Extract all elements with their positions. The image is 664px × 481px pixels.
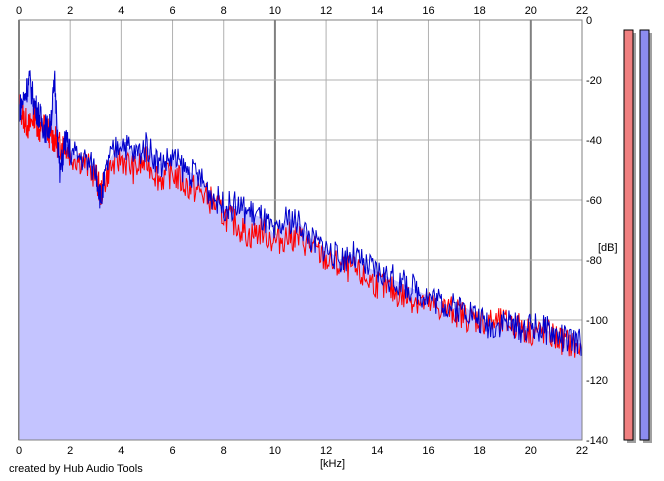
x-tick-label-bottom: 18	[474, 445, 486, 457]
x-tick-label-bottom: 2	[67, 445, 73, 457]
x-tick-label-bottom: 20	[525, 445, 537, 457]
spectrum-fill	[19, 80, 582, 440]
plot-frame	[18, 19, 583, 441]
spectrum-series	[18, 70, 583, 358]
x-tick-label-bottom: 4	[118, 445, 124, 457]
x-tick-label-bottom: 8	[221, 445, 227, 457]
x-tick-label-top: 6	[169, 5, 175, 17]
x-tick-label-bottom: 14	[371, 445, 383, 457]
y-tick-label: -100	[586, 315, 608, 327]
x-tick-label-top: 2	[67, 5, 73, 17]
level-meters	[623, 29, 652, 443]
x-tick-label-top: 20	[525, 5, 537, 17]
axis-ticks: 002244668810101212141416161818202022220-…	[16, 5, 608, 457]
x-tick-label-bottom: 10	[269, 445, 281, 457]
x-tick-label-top: 10	[269, 5, 281, 17]
credit-text: created by Hub Audio Tools	[9, 463, 143, 475]
x-tick-label-top: 12	[320, 5, 332, 17]
y-tick-label: -120	[586, 375, 608, 387]
y-tick-label: -140	[586, 435, 608, 447]
x-tick-label-top: 0	[16, 5, 22, 17]
series-right-channel	[18, 70, 583, 356]
x-tick-label-top: 18	[474, 5, 486, 17]
spectrum-fill-area	[19, 80, 582, 440]
x-tick-label-bottom: 12	[320, 445, 332, 457]
x-tick-label-bottom: 22	[576, 445, 588, 457]
x-tick-label-top: 4	[118, 5, 124, 17]
y-tick-label: -20	[586, 75, 602, 87]
x-axis-label: [kHz]	[320, 458, 345, 470]
x-tick-label-bottom: 0	[16, 445, 22, 457]
y-tick-label: 0	[586, 15, 592, 27]
meter-right	[639, 29, 650, 441]
y-tick-label: -60	[586, 195, 602, 207]
x-tick-label-top: 16	[422, 5, 434, 17]
x-tick-label-bottom: 6	[169, 445, 175, 457]
meter-left	[623, 29, 634, 441]
y-tick-label: -40	[586, 135, 602, 147]
x-tick-label-top: 8	[221, 5, 227, 17]
y-axis-label: [dB]	[598, 242, 618, 254]
y-tick-label: -80	[586, 255, 602, 267]
x-tick-label-top: 14	[371, 5, 383, 17]
x-tick-label-bottom: 16	[422, 445, 434, 457]
x-tick-label-top: 22	[576, 5, 588, 17]
